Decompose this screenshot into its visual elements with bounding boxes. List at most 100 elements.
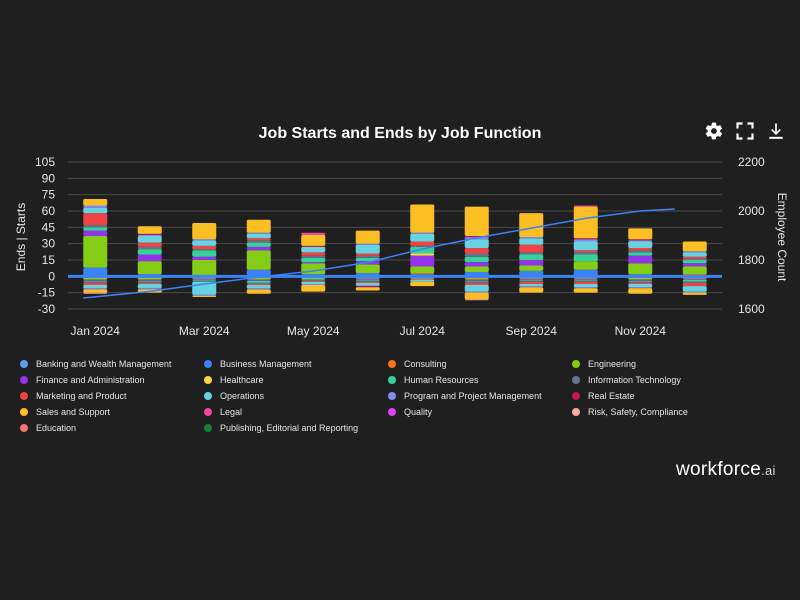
bar-segment[interactable] — [301, 246, 326, 253]
bar-segment[interactable] — [192, 222, 217, 240]
bar-segment[interactable] — [464, 239, 489, 249]
bar-segment[interactable] — [355, 253, 380, 256]
bar-segment[interactable] — [682, 252, 707, 257]
bar-segment[interactable] — [83, 279, 108, 281]
bar-segment[interactable] — [410, 246, 435, 254]
bar-segment[interactable] — [137, 254, 162, 262]
bar-segment[interactable] — [301, 232, 326, 235]
bar-segment[interactable] — [83, 277, 108, 280]
legend-item[interactable]: Education — [20, 421, 204, 434]
bar-segment[interactable] — [83, 199, 108, 206]
bar-segment[interactable] — [355, 281, 380, 283]
bar-segment[interactable] — [137, 261, 162, 275]
bar-segment[interactable] — [83, 267, 108, 277]
bar-segment[interactable] — [573, 254, 598, 262]
bar-segment[interactable] — [628, 250, 653, 253]
bar-segment[interactable] — [573, 252, 598, 255]
legend-item[interactable]: Quality — [388, 405, 572, 418]
bar-segment[interactable] — [410, 233, 435, 242]
legend-item[interactable]: Information Technology — [572, 373, 756, 386]
bar-segment[interactable] — [246, 219, 271, 233]
bar-segment[interactable] — [628, 255, 653, 264]
bar-segment[interactable] — [464, 281, 489, 283]
bar-segment[interactable] — [355, 282, 380, 286]
bar-segment[interactable] — [355, 286, 380, 288]
bar-segment[interactable] — [464, 285, 489, 292]
fullscreen-button[interactable] — [735, 121, 755, 141]
bar-segment[interactable] — [355, 279, 380, 281]
bar-segment[interactable] — [410, 273, 435, 275]
legend-item[interactable]: Program and Project Management — [388, 389, 572, 402]
bar-segment[interactable] — [682, 258, 707, 260]
bar-segment[interactable] — [628, 288, 653, 294]
bar-segment[interactable] — [355, 264, 380, 274]
legend-item[interactable]: Business Management — [204, 357, 388, 370]
bar-segment[interactable] — [682, 256, 707, 259]
bar-segment[interactable] — [628, 281, 653, 283]
bar-segment[interactable] — [83, 285, 108, 289]
bar-segment[interactable] — [573, 241, 598, 251]
bar-segment[interactable] — [519, 265, 544, 271]
bar-segment[interactable] — [137, 282, 162, 284]
bar-segment[interactable] — [355, 244, 380, 254]
bar-segment[interactable] — [682, 260, 707, 264]
bar-segment[interactable] — [573, 250, 598, 253]
bar-segment[interactable] — [301, 245, 326, 247]
bar-segment[interactable] — [301, 234, 326, 246]
bar-segment[interactable] — [519, 287, 544, 293]
bar-segment[interactable] — [192, 280, 217, 282]
bar-segment[interactable] — [628, 283, 653, 288]
legend-item[interactable]: Publishing, Editorial and Reporting — [204, 421, 388, 434]
bar-segment[interactable] — [573, 278, 598, 280]
bar-segment[interactable] — [137, 249, 162, 255]
bar-segment[interactable] — [519, 254, 544, 260]
bar-segment[interactable] — [519, 279, 544, 281]
bar-segment[interactable] — [246, 240, 271, 243]
bar-segment[interactable] — [301, 283, 326, 286]
bar-segment[interactable] — [192, 240, 217, 246]
bar-segment[interactable] — [137, 236, 162, 243]
bar-segment[interactable] — [628, 241, 653, 249]
bar-segment[interactable] — [246, 250, 271, 270]
bar-segment[interactable] — [519, 244, 544, 253]
bar-segment[interactable] — [246, 288, 271, 290]
bar-segment[interactable] — [246, 233, 271, 239]
bar-segment[interactable] — [83, 288, 108, 290]
bar-segment[interactable] — [573, 288, 598, 293]
bar-segment[interactable] — [519, 281, 544, 284]
bar-segment[interactable] — [301, 281, 326, 284]
bar-segment[interactable] — [628, 263, 653, 275]
bar-segment[interactable] — [83, 282, 108, 286]
bar-segment[interactable] — [246, 246, 271, 251]
bar-segment[interactable] — [410, 245, 435, 247]
bar-segment[interactable] — [301, 257, 326, 263]
bar-segment[interactable] — [519, 280, 544, 282]
bar-segment[interactable] — [628, 228, 653, 240]
legend-item[interactable]: Legal — [204, 405, 388, 418]
bar-segment[interactable] — [192, 294, 217, 296]
bar-segment[interactable] — [410, 279, 435, 282]
bar-segment[interactable] — [464, 253, 489, 257]
bar-segment[interactable] — [573, 281, 598, 284]
bar-segment[interactable] — [301, 279, 326, 281]
bar-segment[interactable] — [464, 292, 489, 300]
bar-segment[interactable] — [355, 230, 380, 244]
settings-button[interactable] — [704, 121, 724, 141]
bar-segment[interactable] — [410, 241, 435, 246]
bar-segment[interactable] — [573, 279, 598, 281]
bar-segment[interactable] — [355, 255, 380, 258]
bar-segment[interactable] — [246, 285, 271, 289]
legend-item[interactable]: Marketing and Product — [20, 389, 204, 402]
bar-segment[interactable] — [573, 269, 598, 277]
bar-segment[interactable] — [519, 237, 544, 239]
bar-segment[interactable] — [137, 242, 162, 247]
bar-segment[interactable] — [137, 279, 162, 281]
bar-segment[interactable] — [355, 287, 380, 291]
bar-segment[interactable] — [246, 280, 271, 283]
bar-segment[interactable] — [682, 241, 707, 252]
bar-segment[interactable] — [464, 279, 489, 281]
bar-segment[interactable] — [410, 204, 435, 233]
bar-segment[interactable] — [246, 283, 271, 286]
bar-segment[interactable] — [628, 239, 653, 241]
bar-segment[interactable] — [83, 230, 108, 237]
